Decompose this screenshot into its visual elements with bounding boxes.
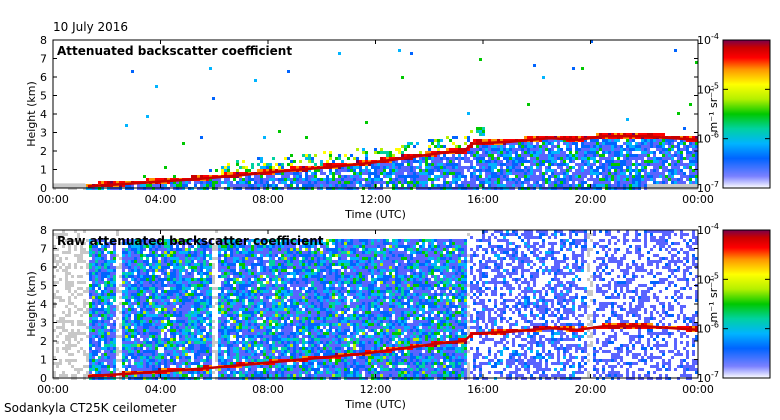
y-axis-label: Height (km) bbox=[25, 81, 38, 147]
x-tick-label: 04:00 bbox=[145, 383, 177, 396]
y-tick-label: 3 bbox=[40, 317, 47, 330]
panel-title: Attenuated backscatter coefficient bbox=[57, 44, 292, 58]
x-axis-label: Time (UTC) bbox=[344, 398, 406, 411]
y-tick-label: 5 bbox=[40, 90, 47, 103]
x-tick-label: 00:00 bbox=[37, 383, 69, 396]
y-tick-label: 7 bbox=[40, 53, 47, 66]
x-tick-label: 00:00 bbox=[37, 193, 69, 206]
layer-top-line bbox=[87, 324, 699, 378]
x-tick-label: 12:00 bbox=[360, 383, 392, 396]
colorbar-tick-label: 10-7 bbox=[697, 180, 719, 195]
colorbar-tick-label: 10-4 bbox=[697, 222, 719, 237]
x-tick-label: 12:00 bbox=[360, 193, 392, 206]
x-tick-label: 20:00 bbox=[575, 193, 607, 206]
y-tick-label: 4 bbox=[40, 298, 47, 311]
y-tick-label: 1 bbox=[40, 354, 47, 367]
x-tick-label: 16:00 bbox=[467, 193, 499, 206]
y-tick-label: 0 bbox=[40, 182, 47, 195]
noise-band bbox=[53, 183, 86, 188]
panel-title: Raw attenuated backscatter coefficient bbox=[57, 234, 324, 248]
colorbar-gradient bbox=[722, 229, 771, 379]
x-tick-label: 08:00 bbox=[252, 193, 284, 206]
page-date: 10 July 2016 bbox=[53, 20, 129, 34]
y-tick-label: 0 bbox=[40, 372, 47, 385]
y-tick-label: 1 bbox=[40, 164, 47, 177]
y-tick-label: 8 bbox=[40, 34, 47, 47]
colorbar-label: m⁻¹ sr⁻¹ bbox=[707, 278, 720, 323]
y-tick-label: 6 bbox=[40, 261, 47, 274]
y-tick-label: 2 bbox=[40, 145, 47, 158]
colorbar-tick-label: 10-4 bbox=[697, 32, 719, 47]
y-tick-label: 7 bbox=[40, 243, 47, 256]
x-tick-label: 20:00 bbox=[575, 383, 607, 396]
colorbar-label: m⁻¹ sr⁻¹ bbox=[707, 88, 720, 133]
y-tick-label: 8 bbox=[40, 224, 47, 237]
colorbar: 10-410-510-610-7m⁻¹ sr⁻¹ bbox=[697, 222, 771, 385]
layer-top-line bbox=[87, 134, 699, 188]
x-tick-label: 08:00 bbox=[252, 383, 284, 396]
panel-1: 0 1 2 3 4 5 6 7 8 00:00 04:00 08:00 12:00 16:00 20:00 0… bbox=[25, 32, 771, 221]
x-tick-label: 04:00 bbox=[145, 193, 177, 206]
x-tick-label: 16:00 bbox=[467, 383, 499, 396]
colorbar-tick-label: 10-7 bbox=[697, 370, 719, 385]
y-axis-label: Height (km) bbox=[25, 271, 38, 337]
x-tick-label: 00:00 bbox=[682, 383, 714, 396]
x-axis-label: Time (UTC) bbox=[344, 208, 406, 221]
y-tick-label: 4 bbox=[40, 108, 47, 121]
y-tick-label: 2 bbox=[40, 335, 47, 348]
y-tick-label: 5 bbox=[40, 280, 47, 293]
x-tick-label: 00:00 bbox=[682, 193, 714, 206]
y-tick-label: 6 bbox=[40, 71, 47, 84]
instrument-label: Sodankyla CT25K ceilometer bbox=[4, 401, 177, 415]
y-tick-label: 3 bbox=[40, 127, 47, 140]
colorbar: 10-410-510-610-7m⁻¹ sr⁻¹ bbox=[697, 32, 771, 195]
colorbar-gradient bbox=[722, 39, 771, 189]
panel-2: 0 1 2 3 4 5 6 7 8 00:00 04:00 08:00 12:00 16:00 20:00 0… bbox=[25, 222, 771, 411]
